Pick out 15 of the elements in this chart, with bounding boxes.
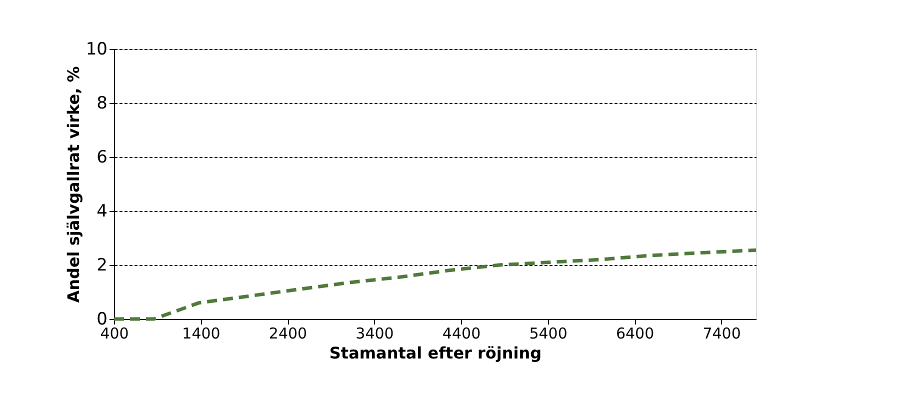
x-tick-label: 1400 — [182, 324, 220, 342]
x-tick-label: 6400 — [616, 324, 654, 342]
x-tick-label: 3400 — [356, 324, 394, 342]
y-tick-label: 4 — [96, 202, 108, 222]
x-tick-label: 2400 — [268, 324, 308, 342]
y-tick-label: 8 — [96, 94, 108, 114]
x-tick-label: 400 — [100, 324, 129, 342]
y-tick-label: 6 — [96, 148, 108, 168]
x-tick-label: 4400 — [442, 324, 481, 342]
y-tick-label: 2 — [96, 256, 108, 276]
y-axis-title: Andel självgallrat virke, % — [64, 66, 83, 303]
x-tick-label: 7400 — [702, 324, 741, 342]
x-axis-title: Stamantal efter röjning — [329, 344, 542, 362]
x-tick-label: 5400 — [529, 324, 568, 342]
y-tick-label: 10 — [86, 40, 108, 60]
